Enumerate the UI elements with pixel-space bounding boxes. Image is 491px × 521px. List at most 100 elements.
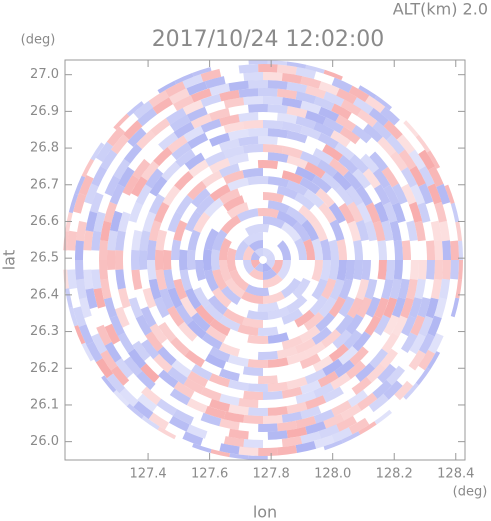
field-cell [281, 221, 302, 242]
field-cell [242, 167, 263, 179]
y-axis-title: lat [0, 250, 19, 271]
field-cell [417, 297, 431, 318]
field-cell [103, 201, 118, 223]
field-cell [242, 317, 263, 329]
field-cell [425, 240, 436, 260]
field-cell [137, 107, 158, 127]
field-cell [428, 333, 444, 354]
field-cell [145, 331, 164, 352]
y-unit: (deg) [21, 33, 56, 48]
field-cell [374, 201, 389, 223]
field-cell [442, 260, 452, 280]
field-cell [205, 325, 227, 343]
field-cell [114, 306, 130, 328]
field-cell [167, 287, 183, 309]
field-cell [393, 240, 404, 260]
field-cell [104, 341, 122, 363]
field-cell [300, 76, 322, 89]
field-cell [352, 168, 371, 189]
field-cell [347, 297, 364, 319]
field-cell [331, 427, 353, 443]
field-cell [186, 424, 208, 439]
field-cell [328, 158, 349, 177]
field-cell [123, 356, 143, 377]
field-cell [123, 120, 143, 140]
field-cell [374, 184, 391, 206]
field-cell [401, 240, 412, 260]
field-cell [317, 159, 338, 178]
field-cell [141, 386, 162, 405]
field-cell [201, 170, 223, 188]
field-cell [95, 141, 114, 162]
field-cell [434, 240, 443, 260]
field-cell [304, 368, 327, 385]
field-cell [184, 288, 202, 310]
field-cell [383, 184, 400, 206]
field-cell [115, 230, 126, 251]
field-cell [373, 220, 386, 242]
field-cell [238, 446, 259, 456]
field-cell [331, 77, 353, 93]
field-cell [195, 304, 215, 325]
field-cell [263, 268, 278, 280]
field-cell [258, 447, 278, 456]
field-cell [247, 359, 269, 369]
field-cell [179, 249, 188, 271]
field-cell [312, 148, 334, 165]
field-cell [186, 398, 208, 414]
field-cell [267, 357, 289, 368]
field-cell [183, 125, 205, 142]
field-cell [336, 88, 357, 105]
field-cell [295, 67, 317, 79]
field-cell [295, 166, 316, 182]
field-cell [353, 97, 374, 115]
field-cell [321, 329, 342, 348]
field-cell [73, 193, 87, 214]
field-cell [381, 166, 399, 188]
field-cell [305, 395, 327, 410]
field-cell [321, 172, 342, 191]
field-cell [127, 127, 147, 147]
field-cell [219, 114, 240, 127]
field-cell [101, 375, 117, 393]
field-cell [219, 393, 240, 406]
field-cell [365, 95, 386, 113]
field-cell [300, 380, 322, 395]
field-cell [267, 306, 290, 320]
field-cell [219, 443, 240, 455]
field-cell [138, 250, 148, 270]
field-cell [187, 132, 209, 149]
field-cell [401, 167, 418, 188]
field-cell [96, 324, 112, 346]
field-cell [209, 184, 231, 202]
field-cell [135, 184, 152, 206]
field-cell [348, 85, 370, 103]
field-cell [100, 220, 112, 242]
field-cell [391, 297, 406, 318]
field-cell [311, 175, 332, 194]
field-cell [219, 188, 241, 205]
field-cell [119, 387, 139, 407]
field-cell [148, 193, 165, 215]
field-cell [209, 318, 231, 336]
field-cell [153, 353, 173, 373]
field-cell [386, 365, 405, 386]
field-cell [238, 64, 259, 74]
field-cell [332, 171, 352, 191]
field-cell [182, 99, 204, 115]
field-cell [242, 144, 263, 154]
field-cell [248, 60, 268, 65]
field-cell [209, 346, 231, 363]
field-cell [212, 229, 228, 251]
field-cell [113, 158, 131, 180]
field-cell [190, 113, 212, 129]
field-cell [417, 202, 431, 223]
field-cell [175, 194, 194, 216]
field-cell [74, 325, 86, 345]
field-cell [267, 430, 288, 440]
field-cell [248, 407, 268, 416]
field-cell [364, 315, 382, 336]
field-cell [247, 334, 269, 344]
field-cell [369, 348, 388, 369]
field-cell [351, 376, 372, 395]
